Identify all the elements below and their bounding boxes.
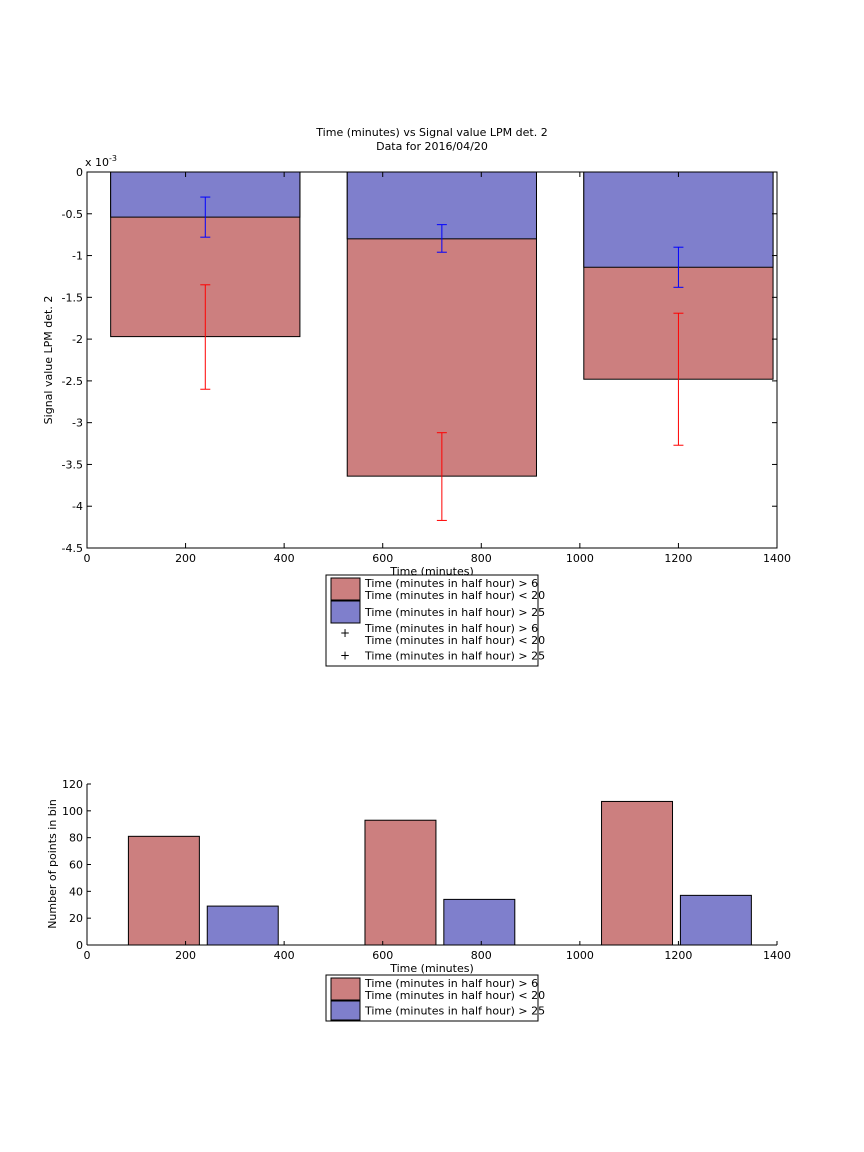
top-error-bars xyxy=(200,196,684,521)
top-plot-frame xyxy=(86,171,778,549)
top-y-axis-label: Signal value LPM det. 2 xyxy=(42,296,55,425)
top-y-exponent-base: x 10 xyxy=(85,156,109,169)
top-errorbar-blue-1 xyxy=(436,224,447,253)
top-chart: Time (minutes) vs Signal value LPM det. … xyxy=(42,126,791,667)
legend-label-line1: Time (minutes in half hour) > 6 xyxy=(364,622,538,635)
legend-patch xyxy=(330,577,361,601)
top-y-tick-label-1: -0.5 xyxy=(62,208,83,221)
legend-patch xyxy=(330,977,361,1001)
bottom-x-tick-label-1: 200 xyxy=(175,949,196,962)
top-chart-subtitle: Data for 2016/04/20 xyxy=(376,140,488,153)
top-x-tick-label-0: 0 xyxy=(84,552,91,565)
top-y-tick-label-3: -1.5 xyxy=(62,291,83,304)
legend-label: Time (minutes in half hour) > 25 xyxy=(364,1005,545,1018)
top-y-exponent: x 10-3 xyxy=(85,154,117,169)
bottom-y-tick-label-3: 60 xyxy=(69,859,83,872)
bottom-bar-blue-0 xyxy=(206,905,279,946)
legend-label: Time (minutes in half hour) > 25 xyxy=(364,606,545,619)
top-y-tick-label-6: -3 xyxy=(72,417,83,430)
top-legend-entry-3: + Time (minutes in half hour) > 25 xyxy=(340,649,545,663)
legend-label-line1: Time (minutes in half hour) > 6 xyxy=(364,977,538,990)
legend-label-line2: Time (minutes in half hour) < 20 xyxy=(364,634,545,647)
top-y-tick-label-0: 0 xyxy=(76,166,83,179)
top-errorbar-blue-2 xyxy=(673,246,684,288)
top-x-ticks: 0 200 400 600 800 1000 1200 1400 xyxy=(84,172,791,565)
bottom-y-tick-label-1: 20 xyxy=(69,912,83,925)
top-bars xyxy=(110,171,774,477)
top-y-tick-label-4: -2 xyxy=(72,333,83,346)
top-legend-entry-1: Time (minutes in half hour) > 25 xyxy=(330,600,545,624)
legend-label-line2: Time (minutes in half hour) < 20 xyxy=(364,989,545,1002)
top-chart-title: Time (minutes) vs Signal value LPM det. … xyxy=(315,126,547,139)
top-y-ticks: 0 -0.5 -1 -1.5 -2 -2.5 -3 -3.5 -4 -4.5 xyxy=(62,166,777,555)
bottom-bar-red-1 xyxy=(364,819,437,946)
top-errorbar-blue-0 xyxy=(200,196,211,238)
top-y-exponent-power: -3 xyxy=(109,154,117,163)
top-y-tick-label-2: -1 xyxy=(72,250,83,263)
bottom-bar-blue-1 xyxy=(443,898,516,946)
top-y-tick-label-5: -2.5 xyxy=(62,375,83,388)
top-y-tick-label-8: -4 xyxy=(72,500,83,513)
legend-patch xyxy=(330,600,361,624)
bottom-legend-box xyxy=(325,974,539,1022)
top-x-tick-label-5: 1000 xyxy=(566,552,594,565)
bottom-x-axis-label: Time (minutes) xyxy=(389,962,474,975)
bottom-chart: 0 200 400 600 800 1000 1200 1400 0 20 40 60 80 100 12… xyxy=(46,778,791,1022)
bottom-y-tick-label-5: 100 xyxy=(62,805,83,818)
bottom-y-axis-label: Number of points in bin xyxy=(46,799,59,929)
bottom-x-tick-label-6: 1200 xyxy=(664,949,692,962)
top-errorbar-red-1 xyxy=(436,432,447,521)
bottom-x-tick-label-5: 1000 xyxy=(566,949,594,962)
bottom-bar-red-2 xyxy=(601,800,674,946)
bottom-y-tick-label-4: 80 xyxy=(69,832,83,845)
top-x-tick-label-3: 600 xyxy=(372,552,393,565)
legend-marker: + xyxy=(340,626,350,640)
bottom-x-tick-label-7: 1400 xyxy=(763,949,791,962)
top-x-tick-label-2: 400 xyxy=(274,552,295,565)
bottom-bar-red-0 xyxy=(127,835,200,946)
top-errorbar-red-0 xyxy=(200,284,211,390)
legend-label-line1: Time (minutes in half hour) > 6 xyxy=(364,577,538,590)
bottom-x-ticks: 0 200 400 600 800 1000 1200 1400 xyxy=(84,941,791,962)
top-y-tick-label-9: -4.5 xyxy=(62,542,83,555)
top-legend-box xyxy=(325,574,539,667)
legend-marker: + xyxy=(340,649,350,663)
bottom-legend-entry-1: Time (minutes in half hour) > 25 xyxy=(330,1000,545,1021)
top-errorbar-red-2 xyxy=(673,312,684,446)
bottom-x-tick-label-0: 0 xyxy=(84,949,91,962)
legend-label: Time (minutes in half hour) > 25 xyxy=(364,650,545,663)
bottom-y-tick-label-0: 0 xyxy=(76,939,83,952)
bottom-y-ticks: 0 20 40 60 80 100 120 xyxy=(62,778,91,952)
bottom-x-tick-label-4: 800 xyxy=(471,949,492,962)
bottom-y-tick-label-6: 120 xyxy=(62,778,83,791)
top-x-tick-label-7: 1400 xyxy=(763,552,791,565)
top-x-tick-label-4: 800 xyxy=(471,552,492,565)
legend-patch xyxy=(330,1000,361,1021)
bottom-bar-blue-2 xyxy=(679,894,752,946)
legend-label-line2: Time (minutes in half hour) < 20 xyxy=(364,589,545,602)
bottom-x-tick-label-2: 400 xyxy=(274,949,295,962)
top-x-tick-label-1: 200 xyxy=(175,552,196,565)
bottom-x-tick-label-3: 600 xyxy=(372,949,393,962)
top-y-tick-label-7: -3.5 xyxy=(62,458,83,471)
top-x-tick-label-6: 1200 xyxy=(664,552,692,565)
bottom-bars xyxy=(127,800,752,946)
bottom-y-tick-label-2: 40 xyxy=(69,885,83,898)
